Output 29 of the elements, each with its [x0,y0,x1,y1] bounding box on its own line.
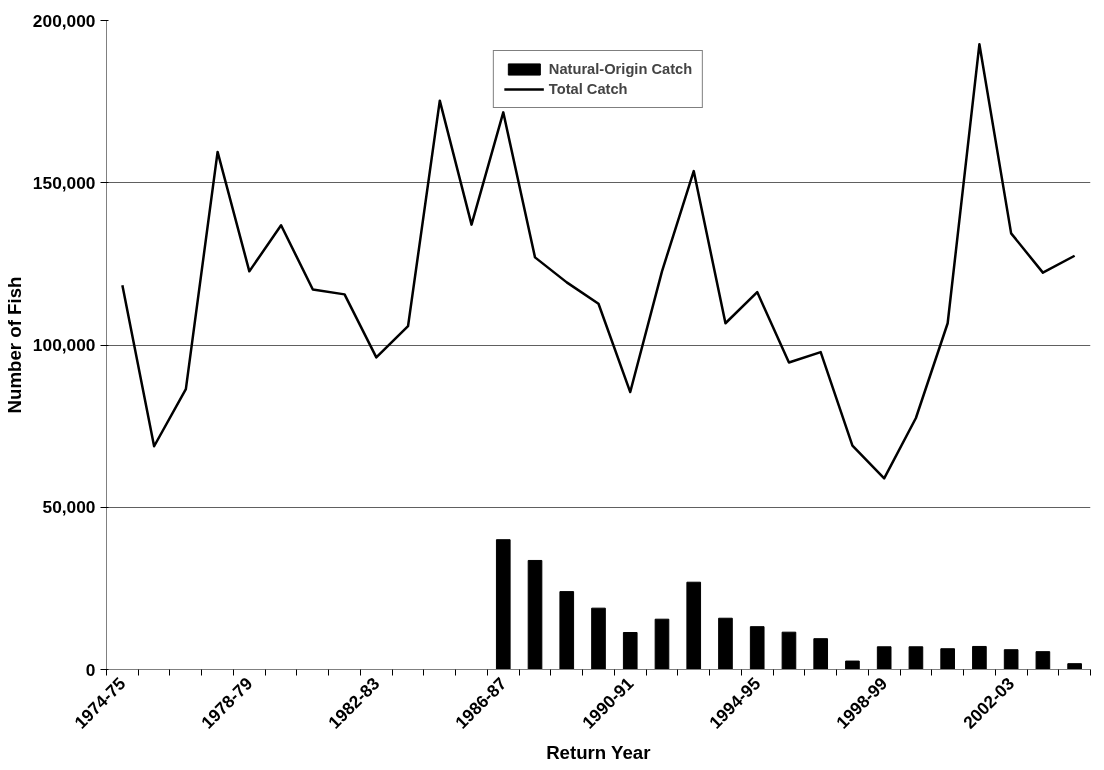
bar [495,539,511,670]
bar [845,660,860,670]
bar [908,646,924,670]
bar [1067,663,1082,670]
bar [654,618,670,670]
y-tick-label: 0 [85,659,96,680]
bar [686,581,702,670]
legend-label: Total Catch [548,81,628,97]
y-axis-title: Number of Fish [3,276,25,414]
y-tick-label: 200,000 [32,10,96,31]
bar [972,645,987,670]
y-tick-label: 150,000 [32,172,96,193]
bar [940,648,955,670]
line-series [121,42,1076,480]
bar [813,638,829,670]
y-tick-label: 100,000 [32,335,96,355]
bar [876,646,892,670]
bar [749,626,765,670]
bar [781,631,797,670]
legend-label: Natural-Origin Catch [548,61,693,77]
bar [591,607,606,670]
bar [527,559,543,670]
x-axis-title: Return Year [546,741,651,763]
bar [1035,651,1051,670]
bar [622,632,638,670]
y-tick-label: 50,000 [42,497,96,518]
bar [1003,649,1019,670]
bar [559,591,575,670]
bar [718,617,733,670]
